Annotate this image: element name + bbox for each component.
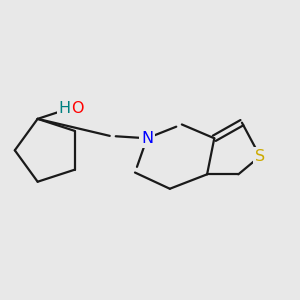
Text: S: S: [255, 149, 265, 164]
Text: N: N: [141, 131, 153, 146]
Text: O: O: [71, 101, 83, 116]
Text: H: H: [58, 101, 70, 116]
